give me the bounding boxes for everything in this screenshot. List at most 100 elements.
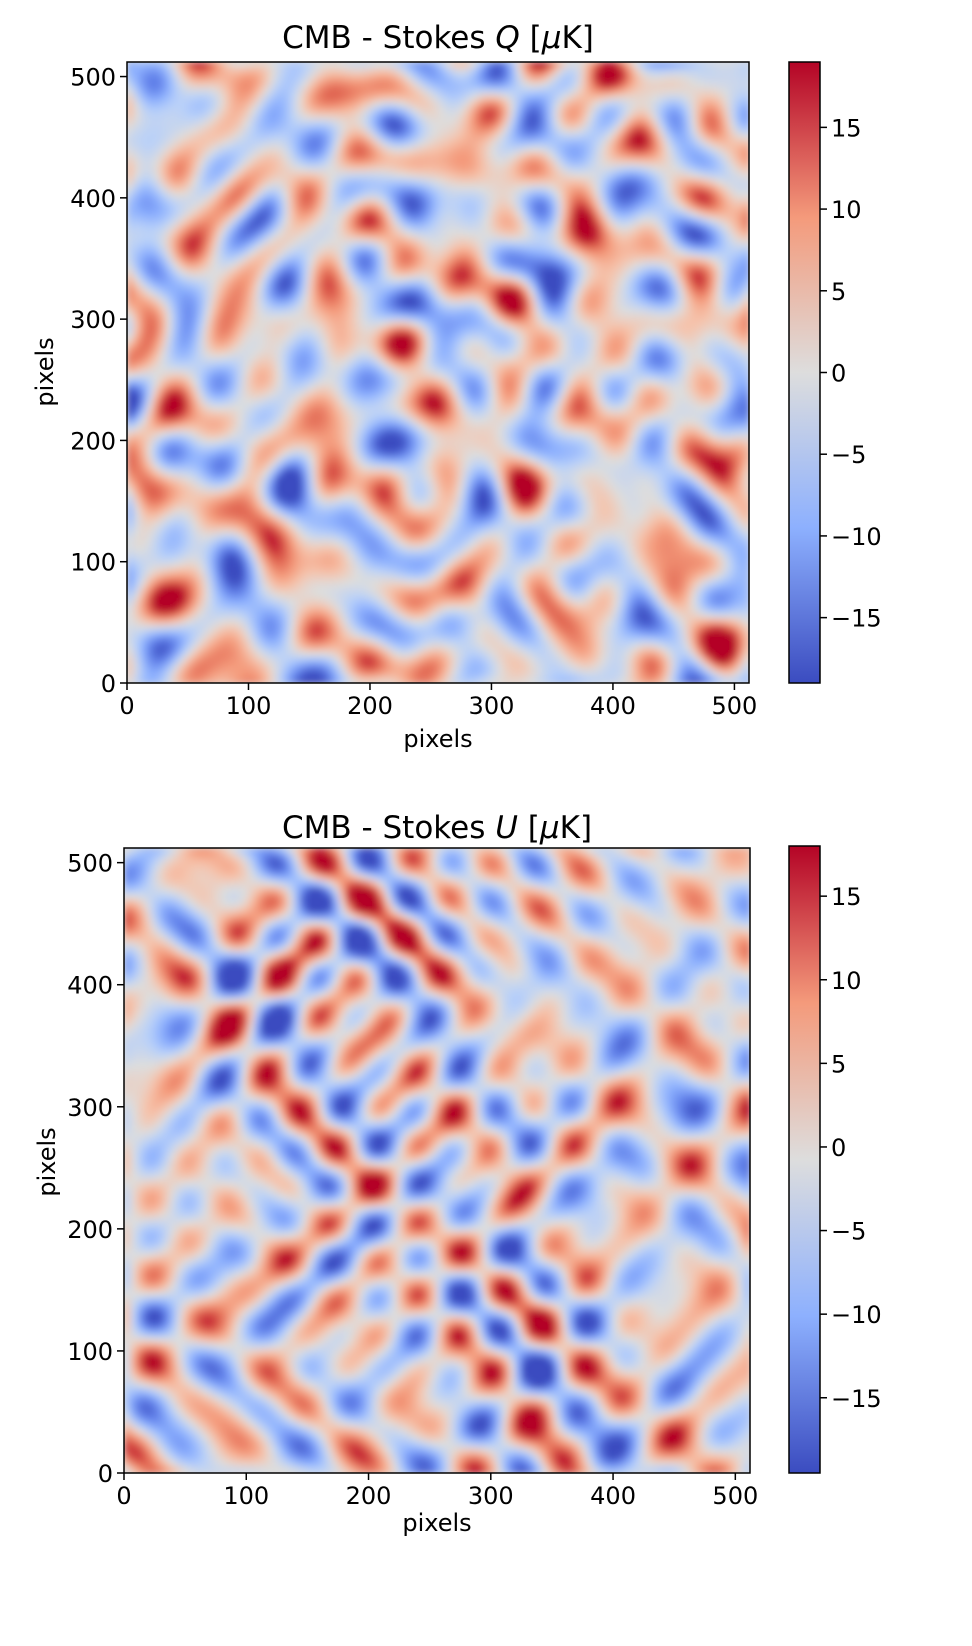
heatmap-cell bbox=[224, 476, 232, 484]
heatmap-cell bbox=[366, 398, 374, 406]
heatmap-cell bbox=[172, 159, 180, 167]
heatmap-cell bbox=[204, 585, 212, 594]
heatmap-cell bbox=[256, 301, 264, 309]
heatmap-cell bbox=[340, 236, 348, 244]
heatmap-cell bbox=[379, 476, 387, 484]
heatmap-cell bbox=[379, 411, 387, 419]
heatmap-cell bbox=[379, 359, 387, 367]
heatmap-cell bbox=[204, 281, 212, 290]
heatmap-cell bbox=[366, 184, 374, 192]
heatmap-cell bbox=[178, 275, 186, 283]
heatmap-cell bbox=[353, 605, 361, 613]
heatmap-cell bbox=[224, 159, 232, 167]
heatmap-cell bbox=[282, 301, 290, 309]
heatmap-cell bbox=[224, 236, 232, 244]
heatmap-cell bbox=[444, 527, 452, 535]
heatmap-cell bbox=[386, 294, 394, 302]
heatmap-cell bbox=[165, 585, 173, 594]
heatmap-cell bbox=[392, 165, 400, 173]
heatmap-cell bbox=[340, 165, 348, 173]
heatmap-cell bbox=[353, 204, 361, 212]
heatmap-cell bbox=[438, 592, 446, 600]
heatmap-cell bbox=[237, 146, 245, 154]
heatmap-cell bbox=[450, 100, 459, 108]
heatmap-cell bbox=[347, 133, 355, 141]
heatmap-cell bbox=[334, 275, 342, 283]
heatmap-cell bbox=[399, 624, 407, 632]
heatmap-cell bbox=[263, 74, 271, 83]
heatmap-cell bbox=[217, 256, 225, 264]
heatmap-cell bbox=[191, 624, 199, 632]
heatmap-cell bbox=[146, 657, 154, 665]
heatmap-cell bbox=[185, 404, 193, 412]
heatmap-cell bbox=[438, 495, 446, 503]
heatmap-cell bbox=[373, 611, 381, 619]
heatmap-cell bbox=[327, 670, 335, 678]
heatmap-cell bbox=[282, 579, 290, 587]
heatmap-cell bbox=[230, 573, 238, 581]
heatmap-cell bbox=[301, 456, 310, 464]
heatmap-cell bbox=[276, 139, 284, 147]
heatmap-cell bbox=[282, 424, 290, 432]
heatmap-cell bbox=[301, 210, 310, 218]
heatmap-cell bbox=[243, 430, 251, 438]
heatmap-cell bbox=[198, 294, 206, 302]
heatmap-cell bbox=[405, 430, 413, 438]
heatmap-cell bbox=[165, 269, 173, 277]
heatmap-cell bbox=[237, 476, 245, 484]
heatmap-cell bbox=[392, 184, 400, 192]
heatmap-cell bbox=[178, 152, 186, 160]
heatmap-cell bbox=[373, 327, 381, 335]
heatmap-cell bbox=[295, 133, 303, 141]
heatmap-cell bbox=[185, 159, 193, 167]
heatmap-cell bbox=[399, 534, 407, 542]
heatmap-cell bbox=[127, 514, 135, 522]
heatmap-cell bbox=[450, 463, 459, 471]
heatmap-cell bbox=[269, 152, 277, 160]
heatmap-cell bbox=[256, 456, 264, 464]
heatmap-cell bbox=[230, 210, 238, 218]
heatmap-cell bbox=[386, 281, 394, 290]
heatmap-cell bbox=[450, 94, 459, 102]
heatmap-cell bbox=[288, 488, 297, 497]
heatmap-cell bbox=[301, 670, 310, 678]
heatmap-cell bbox=[276, 378, 284, 387]
heatmap-cell bbox=[360, 585, 368, 594]
heatmap-cell bbox=[340, 579, 348, 587]
heatmap-cell bbox=[347, 456, 355, 464]
heatmap-cell bbox=[405, 547, 413, 555]
heatmap-cell bbox=[353, 126, 361, 134]
heatmap-cell bbox=[127, 456, 135, 464]
heatmap-cell bbox=[191, 501, 199, 509]
heatmap-cell bbox=[185, 585, 193, 594]
heatmap-cell bbox=[243, 301, 251, 309]
heatmap-cell bbox=[152, 62, 160, 70]
heatmap-cell bbox=[457, 333, 465, 341]
heatmap-cell bbox=[139, 579, 148, 587]
heatmap-cell bbox=[146, 294, 154, 302]
heatmap-cell bbox=[224, 359, 232, 367]
heatmap-cell bbox=[347, 624, 355, 632]
heatmap-cell bbox=[379, 126, 387, 134]
heatmap-cell bbox=[373, 262, 381, 270]
heatmap-cell bbox=[146, 314, 154, 322]
heatmap-cell bbox=[237, 540, 245, 548]
heatmap-cell bbox=[450, 670, 459, 678]
heatmap-cell bbox=[127, 566, 135, 574]
heatmap-cell bbox=[178, 598, 186, 606]
heatmap-cell bbox=[405, 611, 413, 619]
heatmap-cell bbox=[308, 598, 316, 606]
heatmap-cell bbox=[152, 191, 160, 199]
heatmap-cell bbox=[373, 676, 381, 683]
heatmap-cell bbox=[172, 553, 180, 561]
heatmap-cell bbox=[198, 560, 206, 568]
heatmap-cell bbox=[276, 663, 284, 671]
heatmap-cell bbox=[250, 126, 258, 134]
heatmap-cell bbox=[165, 611, 173, 619]
heatmap-cell bbox=[263, 346, 271, 354]
heatmap-cell bbox=[172, 314, 180, 322]
heatmap-cell bbox=[360, 165, 368, 173]
heatmap-cell bbox=[211, 178, 219, 186]
heatmap-cell bbox=[405, 294, 413, 302]
heatmap-cell bbox=[379, 113, 387, 121]
